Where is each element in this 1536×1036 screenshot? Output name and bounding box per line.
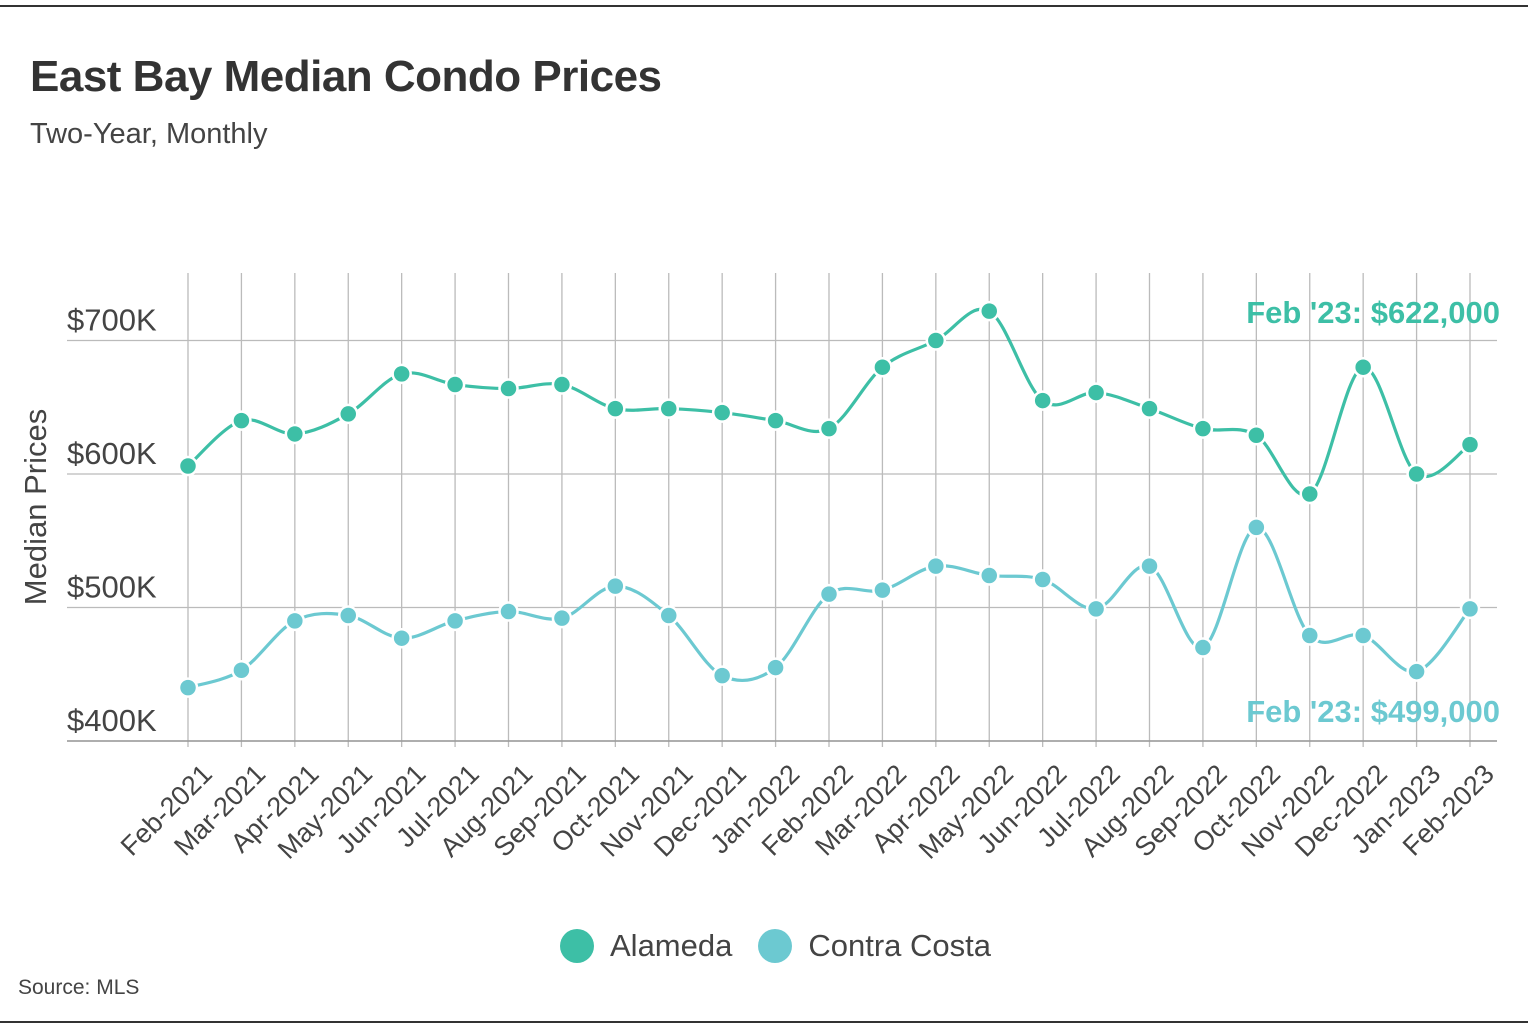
data-point-alameda[interactable] — [1406, 463, 1427, 485]
data-point-alameda[interactable] — [1085, 382, 1107, 403]
data-point-alameda[interactable] — [818, 418, 840, 439]
y-tick-label: $600K — [67, 436, 157, 471]
data-point-contra-costa[interactable] — [765, 657, 786, 678]
data-point-alameda[interactable] — [605, 398, 626, 419]
y-tick-label: $400K — [67, 703, 157, 738]
data-point-alameda[interactable] — [658, 398, 679, 419]
legend-label-contra-costa: Contra Costa — [808, 928, 991, 963]
legend-label-alameda: Alameda — [610, 928, 733, 963]
data-point-contra-costa[interactable] — [711, 665, 733, 686]
annotation-contra-costa: Feb '23: $499,000 — [1246, 694, 1500, 729]
data-point-contra-costa[interactable] — [1139, 555, 1160, 577]
data-point-contra-costa[interactable] — [1406, 661, 1427, 682]
legend-swatch-contra-costa — [758, 929, 793, 963]
data-point-alameda[interactable] — [872, 356, 893, 378]
data-point-alameda[interactable] — [979, 300, 1000, 322]
data-point-contra-costa[interactable] — [231, 659, 252, 681]
data-point-contra-costa[interactable] — [979, 565, 1000, 586]
data-point-alameda[interactable] — [284, 423, 306, 445]
data-point-alameda[interactable] — [1139, 398, 1160, 419]
y-tick-label: $700K — [67, 303, 157, 338]
series-layer — [177, 300, 1481, 698]
data-point-contra-costa[interactable] — [1352, 625, 1374, 646]
data-point-contra-costa[interactable] — [1192, 637, 1214, 658]
data-point-contra-costa[interactable] — [1032, 569, 1053, 590]
legend-item-alameda[interactable]: Alameda — [560, 928, 732, 964]
data-point-contra-costa[interactable] — [1085, 598, 1107, 620]
data-point-contra-costa[interactable] — [818, 583, 840, 605]
legend: Alameda Contra Costa — [560, 922, 1003, 970]
data-point-contra-costa[interactable] — [1246, 517, 1267, 538]
legend-item-contra-costa[interactable]: Contra Costa — [758, 928, 991, 964]
data-point-alameda[interactable] — [444, 374, 466, 395]
data-point-contra-costa[interactable] — [177, 677, 199, 698]
data-point-alameda[interactable] — [711, 402, 733, 423]
data-point-contra-costa[interactable] — [284, 610, 306, 632]
data-point-alameda[interactable] — [551, 374, 573, 395]
data-point-alameda[interactable] — [1032, 390, 1053, 411]
data-point-contra-costa[interactable] — [1299, 625, 1320, 646]
data-point-alameda[interactable] — [1299, 483, 1320, 505]
data-point-contra-costa[interactable] — [658, 605, 679, 626]
data-point-contra-costa[interactable] — [551, 607, 573, 629]
data-point-contra-costa[interactable] — [1459, 598, 1481, 620]
data-point-contra-costa[interactable] — [605, 575, 626, 597]
chart-subtitle: Two-Year, Monthly — [30, 118, 268, 150]
annotation-alameda: Feb '23: $622,000 — [1246, 295, 1500, 330]
top-rule — [0, 5, 1528, 7]
data-point-alameda[interactable] — [391, 363, 412, 385]
y-tick-label: $500K — [67, 570, 157, 605]
source-note: Source: MLS — [18, 976, 140, 999]
data-point-alameda[interactable] — [498, 378, 519, 399]
y-axis-title: Median Prices — [18, 409, 53, 605]
data-point-contra-costa[interactable] — [925, 555, 947, 577]
data-point-contra-costa[interactable] — [444, 610, 466, 632]
series-line-contra-costa — [187, 525, 1472, 690]
data-point-alameda[interactable] — [231, 410, 252, 431]
data-point-contra-costa[interactable] — [391, 627, 412, 649]
data-point-alameda[interactable] — [338, 403, 359, 425]
grid-layer — [67, 273, 1497, 747]
data-point-alameda[interactable] — [177, 455, 199, 477]
chart-title: East Bay Median Condo Prices — [30, 52, 662, 101]
data-point-contra-costa[interactable] — [498, 601, 519, 622]
data-point-contra-costa[interactable] — [338, 605, 359, 626]
annotation-layer: Feb '23: $622,000 Feb '23: $499,000 — [1246, 295, 1500, 729]
data-point-contra-costa[interactable] — [872, 579, 893, 601]
data-point-alameda[interactable] — [1352, 356, 1374, 378]
data-point-alameda[interactable] — [1246, 425, 1267, 446]
data-point-alameda[interactable] — [1192, 418, 1214, 439]
data-point-alameda[interactable] — [1459, 434, 1481, 455]
data-point-alameda[interactable] — [925, 330, 947, 351]
bottom-rule — [0, 1021, 1528, 1023]
data-point-alameda[interactable] — [765, 410, 786, 431]
legend-swatch-alameda — [560, 929, 594, 963]
